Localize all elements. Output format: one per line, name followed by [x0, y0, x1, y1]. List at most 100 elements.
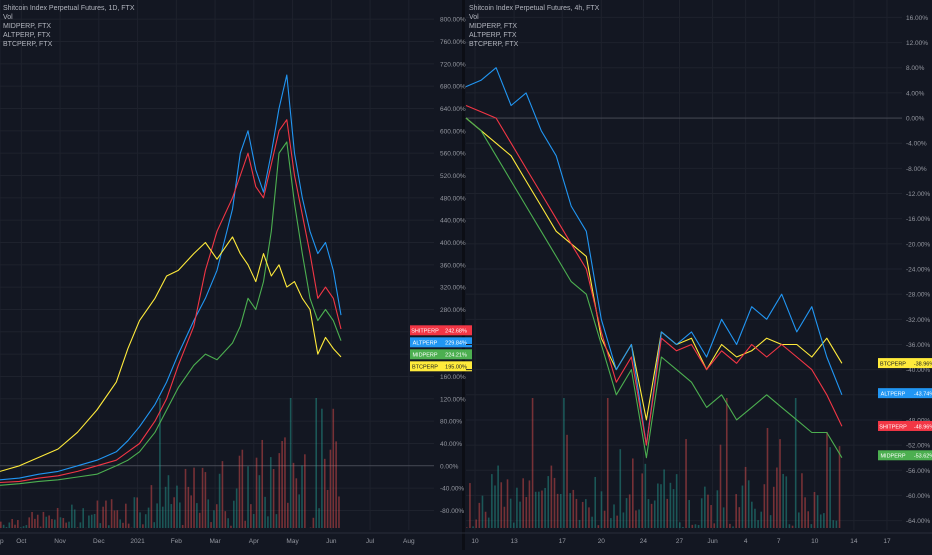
volume-bar: [494, 485, 496, 528]
volume-bar: [519, 502, 521, 528]
volume-bar: [134, 497, 136, 528]
volume-bar: [68, 522, 70, 528]
y-tick-label: 480.00%: [440, 195, 466, 202]
volume-bar: [253, 514, 255, 528]
end-badge-value-text: 229.84%: [445, 341, 467, 347]
volume-bar: [770, 515, 772, 528]
volume-bar: [43, 512, 45, 528]
volume-bar: [26, 525, 28, 528]
x-tick-label: Jun: [707, 538, 718, 545]
end-badge-value-text: -38.96%: [914, 361, 932, 367]
volume-bar: [823, 513, 825, 528]
volume-bar: [698, 525, 700, 528]
volume-bar: [315, 398, 317, 528]
volume-bar: [6, 527, 8, 528]
y-tick-label: 680.00%: [440, 84, 466, 91]
y-tick-label: -20.00%: [906, 241, 930, 248]
volume-bar: [598, 525, 600, 528]
volume-bar: [296, 478, 298, 528]
volume-bar: [88, 515, 90, 528]
volume-bar: [242, 450, 244, 528]
volume-bar: [74, 509, 76, 528]
volume-bar: [789, 524, 791, 528]
legend-vol: Vol: [3, 13, 135, 22]
end-badge-name-text: MIDPERP: [880, 454, 905, 460]
volume-bar: [210, 522, 212, 528]
volume-bar: [63, 518, 65, 528]
volume-bar: [588, 507, 590, 528]
volume-bar: [304, 454, 306, 528]
y-tick-label: 16.00%: [906, 15, 928, 22]
y-tick-label: -40.00%: [906, 367, 930, 374]
legend-midperp: MIDPERP, FTX: [3, 22, 135, 31]
volume-bar: [293, 463, 295, 528]
volume-bar: [136, 497, 138, 528]
volume-bar: [17, 520, 19, 528]
end-badge-name-text: SHITPERP: [411, 329, 439, 335]
volume-bar: [607, 398, 609, 528]
volume-bar: [526, 497, 528, 528]
volume-bar: [594, 477, 596, 528]
legend-altperp: ALTPERP, FTX: [469, 31, 599, 40]
end-badge-name-text: ALTPERP: [881, 391, 906, 397]
y-tick-label: 520.00%: [440, 173, 466, 180]
volume-bar: [9, 522, 11, 528]
volume-bar: [122, 523, 124, 528]
volume-bar: [77, 527, 79, 528]
volume-bar: [469, 483, 471, 528]
volume-bar: [466, 527, 468, 528]
volume-bar: [318, 508, 320, 528]
volume-bar: [632, 458, 634, 528]
end-badge-value-text: -43.74%: [914, 391, 932, 397]
volume-bar: [173, 497, 175, 528]
x-tick-label: Oct: [16, 538, 26, 545]
y-tick-label: 4.00%: [906, 90, 925, 97]
volume-bar: [270, 457, 272, 528]
volume-bar: [40, 527, 42, 528]
volume-bar: [541, 491, 543, 528]
volume-bar: [114, 510, 116, 528]
y-tick-label: -12.00%: [906, 191, 930, 198]
volume-bar: [513, 523, 515, 528]
volume-bar: [579, 520, 581, 528]
volume-bar: [28, 517, 30, 528]
volume-bar: [685, 439, 687, 528]
volume-bar: [151, 485, 153, 528]
volume-bar: [732, 526, 734, 528]
volume-bar: [670, 483, 672, 528]
volume-bar: [510, 499, 512, 528]
y-tick-label: -4.00%: [906, 141, 927, 148]
volume-bar: [236, 488, 238, 528]
volume-bar: [673, 489, 675, 528]
volume-bar: [551, 466, 553, 528]
volume-bar: [745, 467, 747, 528]
volume-bar: [554, 478, 556, 528]
volume-bar: [679, 522, 681, 528]
volume-bar: [11, 519, 13, 528]
volume-bar: [535, 492, 537, 528]
volume-bar: [31, 512, 33, 528]
volume-bar: [207, 499, 209, 528]
x-tick-label: 24: [640, 538, 648, 545]
volume-bar: [488, 518, 490, 528]
volume-bar: [726, 398, 728, 528]
volume-bar: [23, 526, 25, 528]
y-tick-label: -8.00%: [906, 166, 927, 173]
volume-bar: [14, 525, 16, 528]
right-chart: -64.00%-60.00%-56.00%-52.00%-48.00%-44.0…: [466, 0, 932, 545]
y-tick-label: 360.00%: [440, 262, 466, 269]
volume-bar: [193, 468, 195, 528]
volume-bar: [623, 512, 625, 528]
volume-bar: [504, 507, 506, 528]
volume-bar: [572, 490, 574, 528]
series-line-shitperp: [466, 106, 842, 446]
y-tick-label: 760.00%: [440, 39, 466, 46]
x-tick-label: Dec: [93, 538, 105, 545]
end-badge-name-text: BTCPERP: [880, 361, 906, 367]
volume-bar: [576, 499, 578, 528]
legend-midperp: MIDPERP, FTX: [469, 22, 599, 31]
x-tick-label: 27: [676, 538, 684, 545]
end-badge-name-text: ALTPERP: [413, 341, 438, 347]
volume-bar: [156, 503, 158, 528]
